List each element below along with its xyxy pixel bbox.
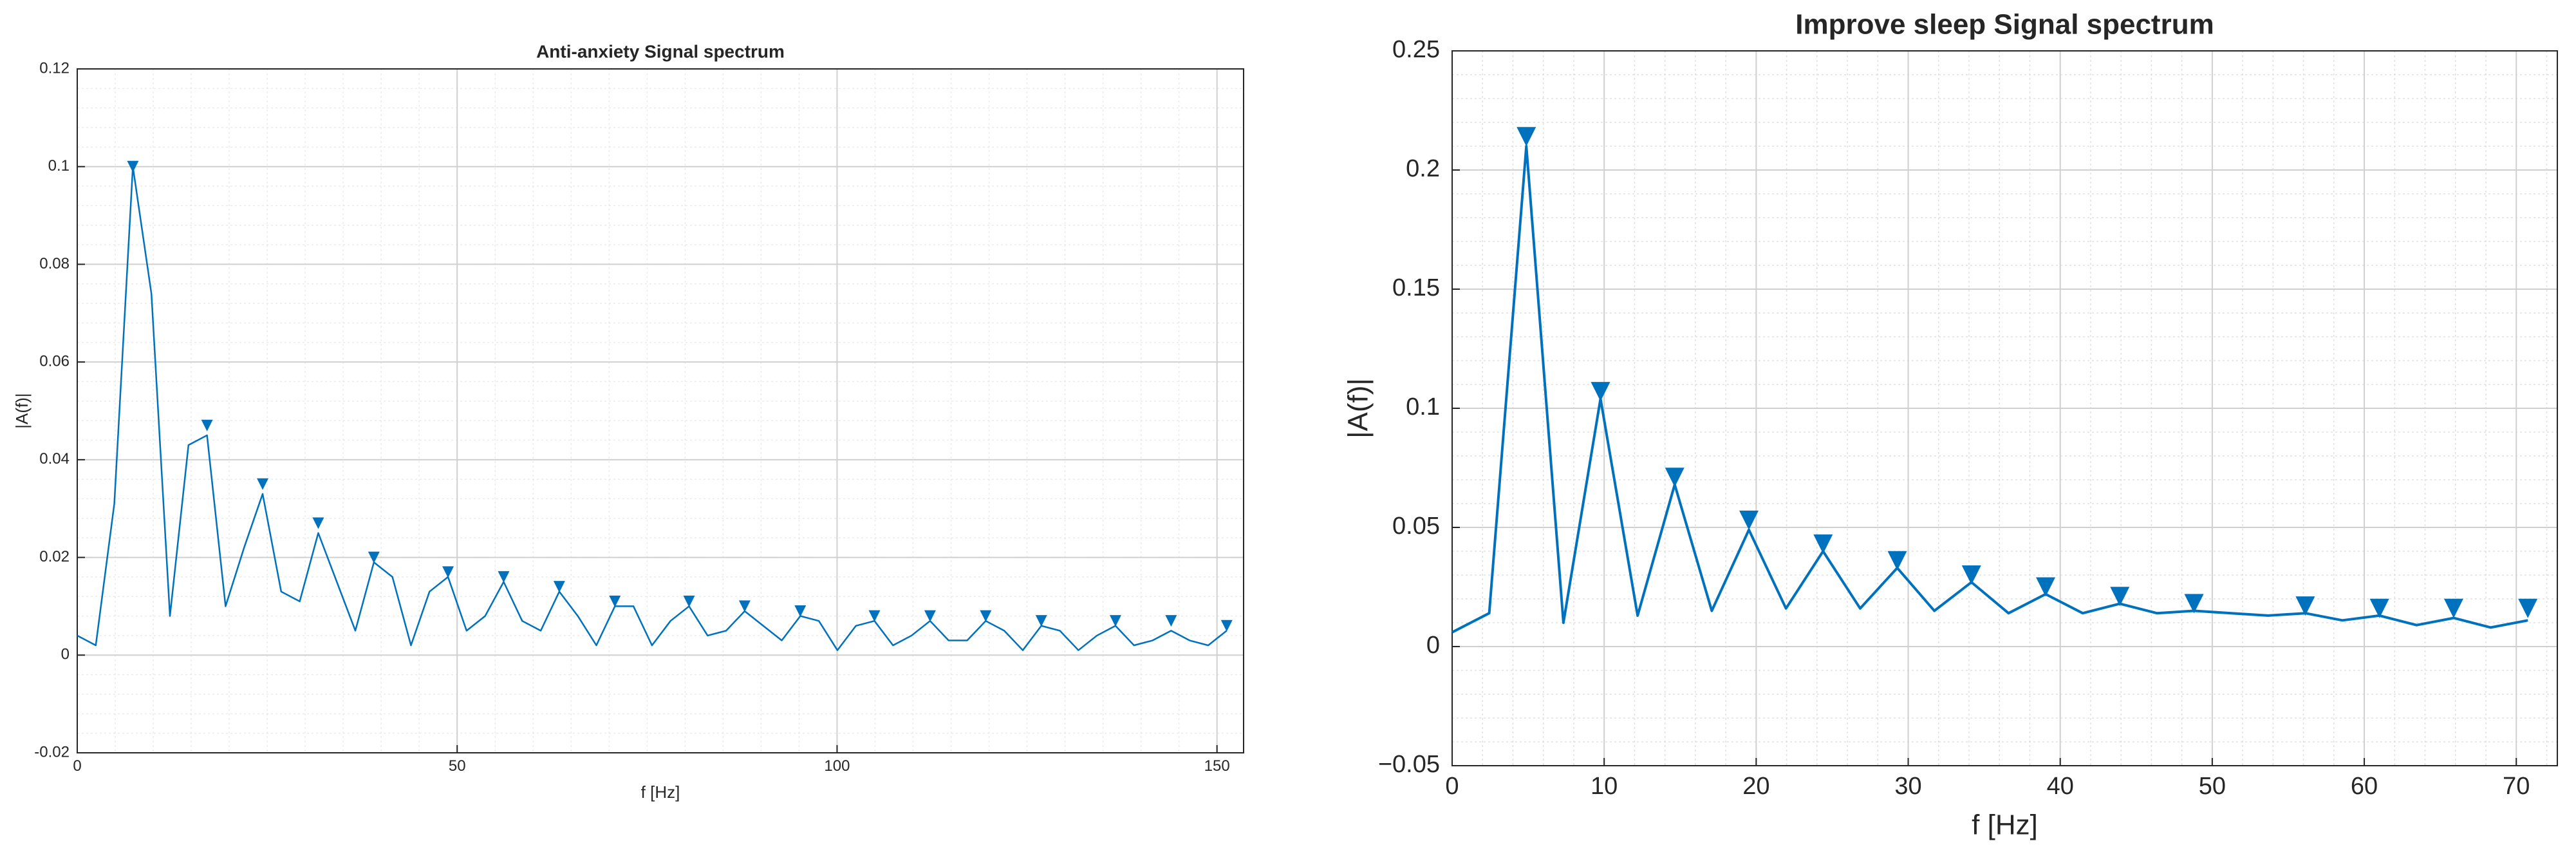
x-tick-label: 70 — [2503, 773, 2530, 800]
peak-marker — [1109, 615, 1121, 627]
plot-area — [77, 69, 1244, 753]
peak-marker — [127, 160, 139, 173]
x-tick-label: 60 — [2351, 773, 2378, 800]
peak-marker — [1035, 615, 1047, 627]
x-tick-label: 20 — [1742, 773, 1769, 800]
x-tick-label: 50 — [2199, 773, 2226, 800]
chart-title: Improve sleep Signal spectrum — [1795, 9, 2214, 41]
x-tick-label: 30 — [1894, 773, 1921, 800]
peak-marker — [1665, 468, 1685, 487]
peak-marker — [2295, 596, 2315, 616]
peak-marker — [980, 610, 992, 622]
peak-marker — [2184, 594, 2204, 614]
x-tick-label: 50 — [449, 757, 466, 775]
peak-marker — [1517, 127, 1536, 147]
y-tick-label: 0.04 — [39, 450, 70, 468]
y-tick-label: 0.1 — [48, 157, 70, 175]
y-tick-label: 0.25 — [1392, 36, 1440, 63]
peak-marker — [1887, 551, 1907, 571]
peak-marker — [1220, 620, 1233, 632]
y-tick-label: 0 — [1426, 632, 1440, 659]
peak-marker — [2518, 598, 2538, 618]
y-tick-label: 0.02 — [39, 548, 70, 565]
peak-marker — [368, 551, 380, 563]
peak-marker — [257, 478, 269, 490]
y-tick-label: 0.15 — [1392, 274, 1440, 301]
subplot: 0 50 100 150-0.0200.020.040.060.080.10.12An… — [12, 41, 1244, 802]
y-tick-label: -0.02 — [34, 743, 70, 761]
y-tick-label: 0.06 — [39, 352, 70, 370]
x-tick-label: 100 — [824, 757, 850, 775]
x-axis-label: f [Hz] — [641, 782, 680, 802]
peak-marker — [609, 595, 621, 607]
peak-marker — [1739, 510, 1759, 530]
y-tick-label: 0.05 — [1392, 513, 1440, 540]
x-tick-label: 150 — [1204, 757, 1230, 775]
peak-marker — [2443, 598, 2463, 618]
peak-marker — [924, 610, 936, 622]
peak-marker — [312, 517, 324, 529]
peak-marker — [683, 595, 695, 607]
chart-title: Anti-anxiety Signal spectrum — [536, 41, 785, 61]
data-line — [1451, 145, 2528, 634]
peak-marker — [2110, 587, 2130, 607]
y-axis-label: |A(f)| — [12, 393, 32, 428]
peak-marker — [442, 566, 454, 578]
y-tick-label: 0.1 — [1406, 393, 1440, 421]
y-axis-label: |A(f)| — [1343, 378, 1374, 439]
x-tick-label: 0 — [1445, 773, 1459, 800]
x-tick-label: 40 — [2047, 773, 2074, 800]
x-axis-label: f [Hz] — [1972, 809, 2038, 841]
axes-box — [77, 68, 1244, 753]
peak-marker — [868, 610, 881, 622]
y-tick-label: 0.2 — [1406, 155, 1440, 182]
y-tick-label: 0.12 — [39, 59, 70, 77]
x-tick-label: 10 — [1591, 773, 1618, 800]
peak-marker — [1591, 382, 1610, 402]
peak-marker — [1961, 565, 1981, 585]
data-line — [77, 166, 1227, 651]
subplot: 0 10 20 30 40 50 60 70−0.0500.050.10.150.20.25I… — [1343, 9, 2558, 841]
peak-marker — [794, 605, 807, 618]
peak-marker — [498, 571, 510, 583]
peak-marker — [553, 581, 565, 593]
y-tick-label: 0.08 — [39, 255, 70, 272]
peak-marker — [2369, 598, 2389, 618]
y-tick-label: −0.05 — [1378, 751, 1440, 778]
peak-marker — [738, 600, 751, 612]
peak-marker — [1813, 534, 1833, 554]
axes-box — [1451, 50, 2558, 766]
peak-marker — [201, 419, 213, 431]
peak-marker — [1165, 615, 1177, 627]
peak-marker — [2036, 577, 2056, 597]
y-tick-label: 0 — [61, 646, 70, 663]
x-tick-label: 0 — [73, 757, 81, 775]
